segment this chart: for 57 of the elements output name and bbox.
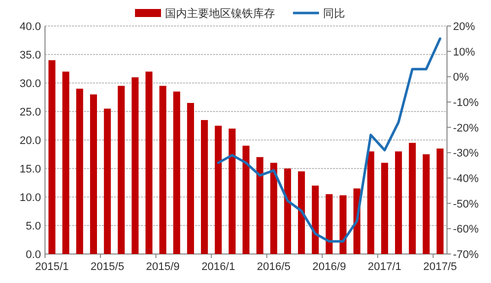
bar (256, 157, 264, 254)
y-tick-label: 5.0 (26, 220, 41, 232)
bar (422, 154, 430, 254)
bar (284, 168, 292, 254)
y2-tick-label: -20% (453, 122, 479, 134)
bar (173, 92, 180, 254)
x-tick-label: 2017/1 (368, 261, 402, 273)
bar (90, 94, 97, 254)
y-tick-label: 25.0 (20, 106, 41, 118)
x-tick-label: 2017/5 (423, 261, 457, 273)
bar (200, 120, 208, 254)
x-tick-label: 2016/9 (312, 261, 346, 273)
y2-tick-label: 20% (453, 21, 476, 33)
bar (76, 88, 84, 254)
bar (118, 86, 125, 254)
bar (436, 148, 444, 254)
y-tick-label: 35.0 (20, 50, 41, 62)
x-tick-label: 2015/1 (35, 261, 69, 273)
y2-tick-label: -40% (453, 173, 479, 185)
bar (228, 128, 236, 254)
legend-label: 国内主要地区镍铁库存 (165, 7, 275, 20)
y2-tick-label: -60% (453, 224, 479, 236)
bar (312, 186, 319, 254)
line-series (217, 37, 442, 243)
x-tick-label: 2015/9 (146, 261, 180, 273)
legend-label: 同比 (323, 7, 345, 20)
y2-tick-label: 0% (453, 72, 470, 84)
x-tick-label: 2015/5 (90, 261, 124, 273)
bar (242, 146, 250, 254)
bar (381, 162, 388, 254)
bar (367, 151, 374, 254)
bar (298, 171, 305, 254)
y2-tick-label: -70% (453, 249, 479, 261)
bar (132, 77, 139, 254)
bar (104, 108, 111, 254)
y-tick-label: 0.0 (26, 249, 41, 261)
bar (159, 86, 166, 254)
bar (408, 142, 416, 254)
bar (146, 72, 152, 254)
y-tick-label: 30.0 (20, 78, 41, 90)
y2-tick-label: -30% (453, 148, 479, 160)
bar (214, 126, 222, 254)
y2-tick-label: -10% (453, 97, 479, 109)
y-tick-label: 10.0 (20, 192, 41, 204)
y-tick-label: 15.0 (20, 164, 41, 176)
y2-tick-label: 10% (453, 46, 476, 58)
bar (48, 60, 56, 254)
bar (395, 151, 402, 254)
bar (187, 102, 194, 254)
bar (326, 194, 333, 254)
x-tick-label: 2016/5 (256, 261, 291, 273)
bar (62, 72, 70, 254)
y2-tick-label: -50% (453, 198, 479, 210)
y-tick-label: 20.0 (20, 135, 41, 147)
y-tick-label: 40.0 (20, 21, 41, 33)
bar (340, 195, 346, 254)
x-tick-label: 2016/1 (201, 261, 236, 273)
